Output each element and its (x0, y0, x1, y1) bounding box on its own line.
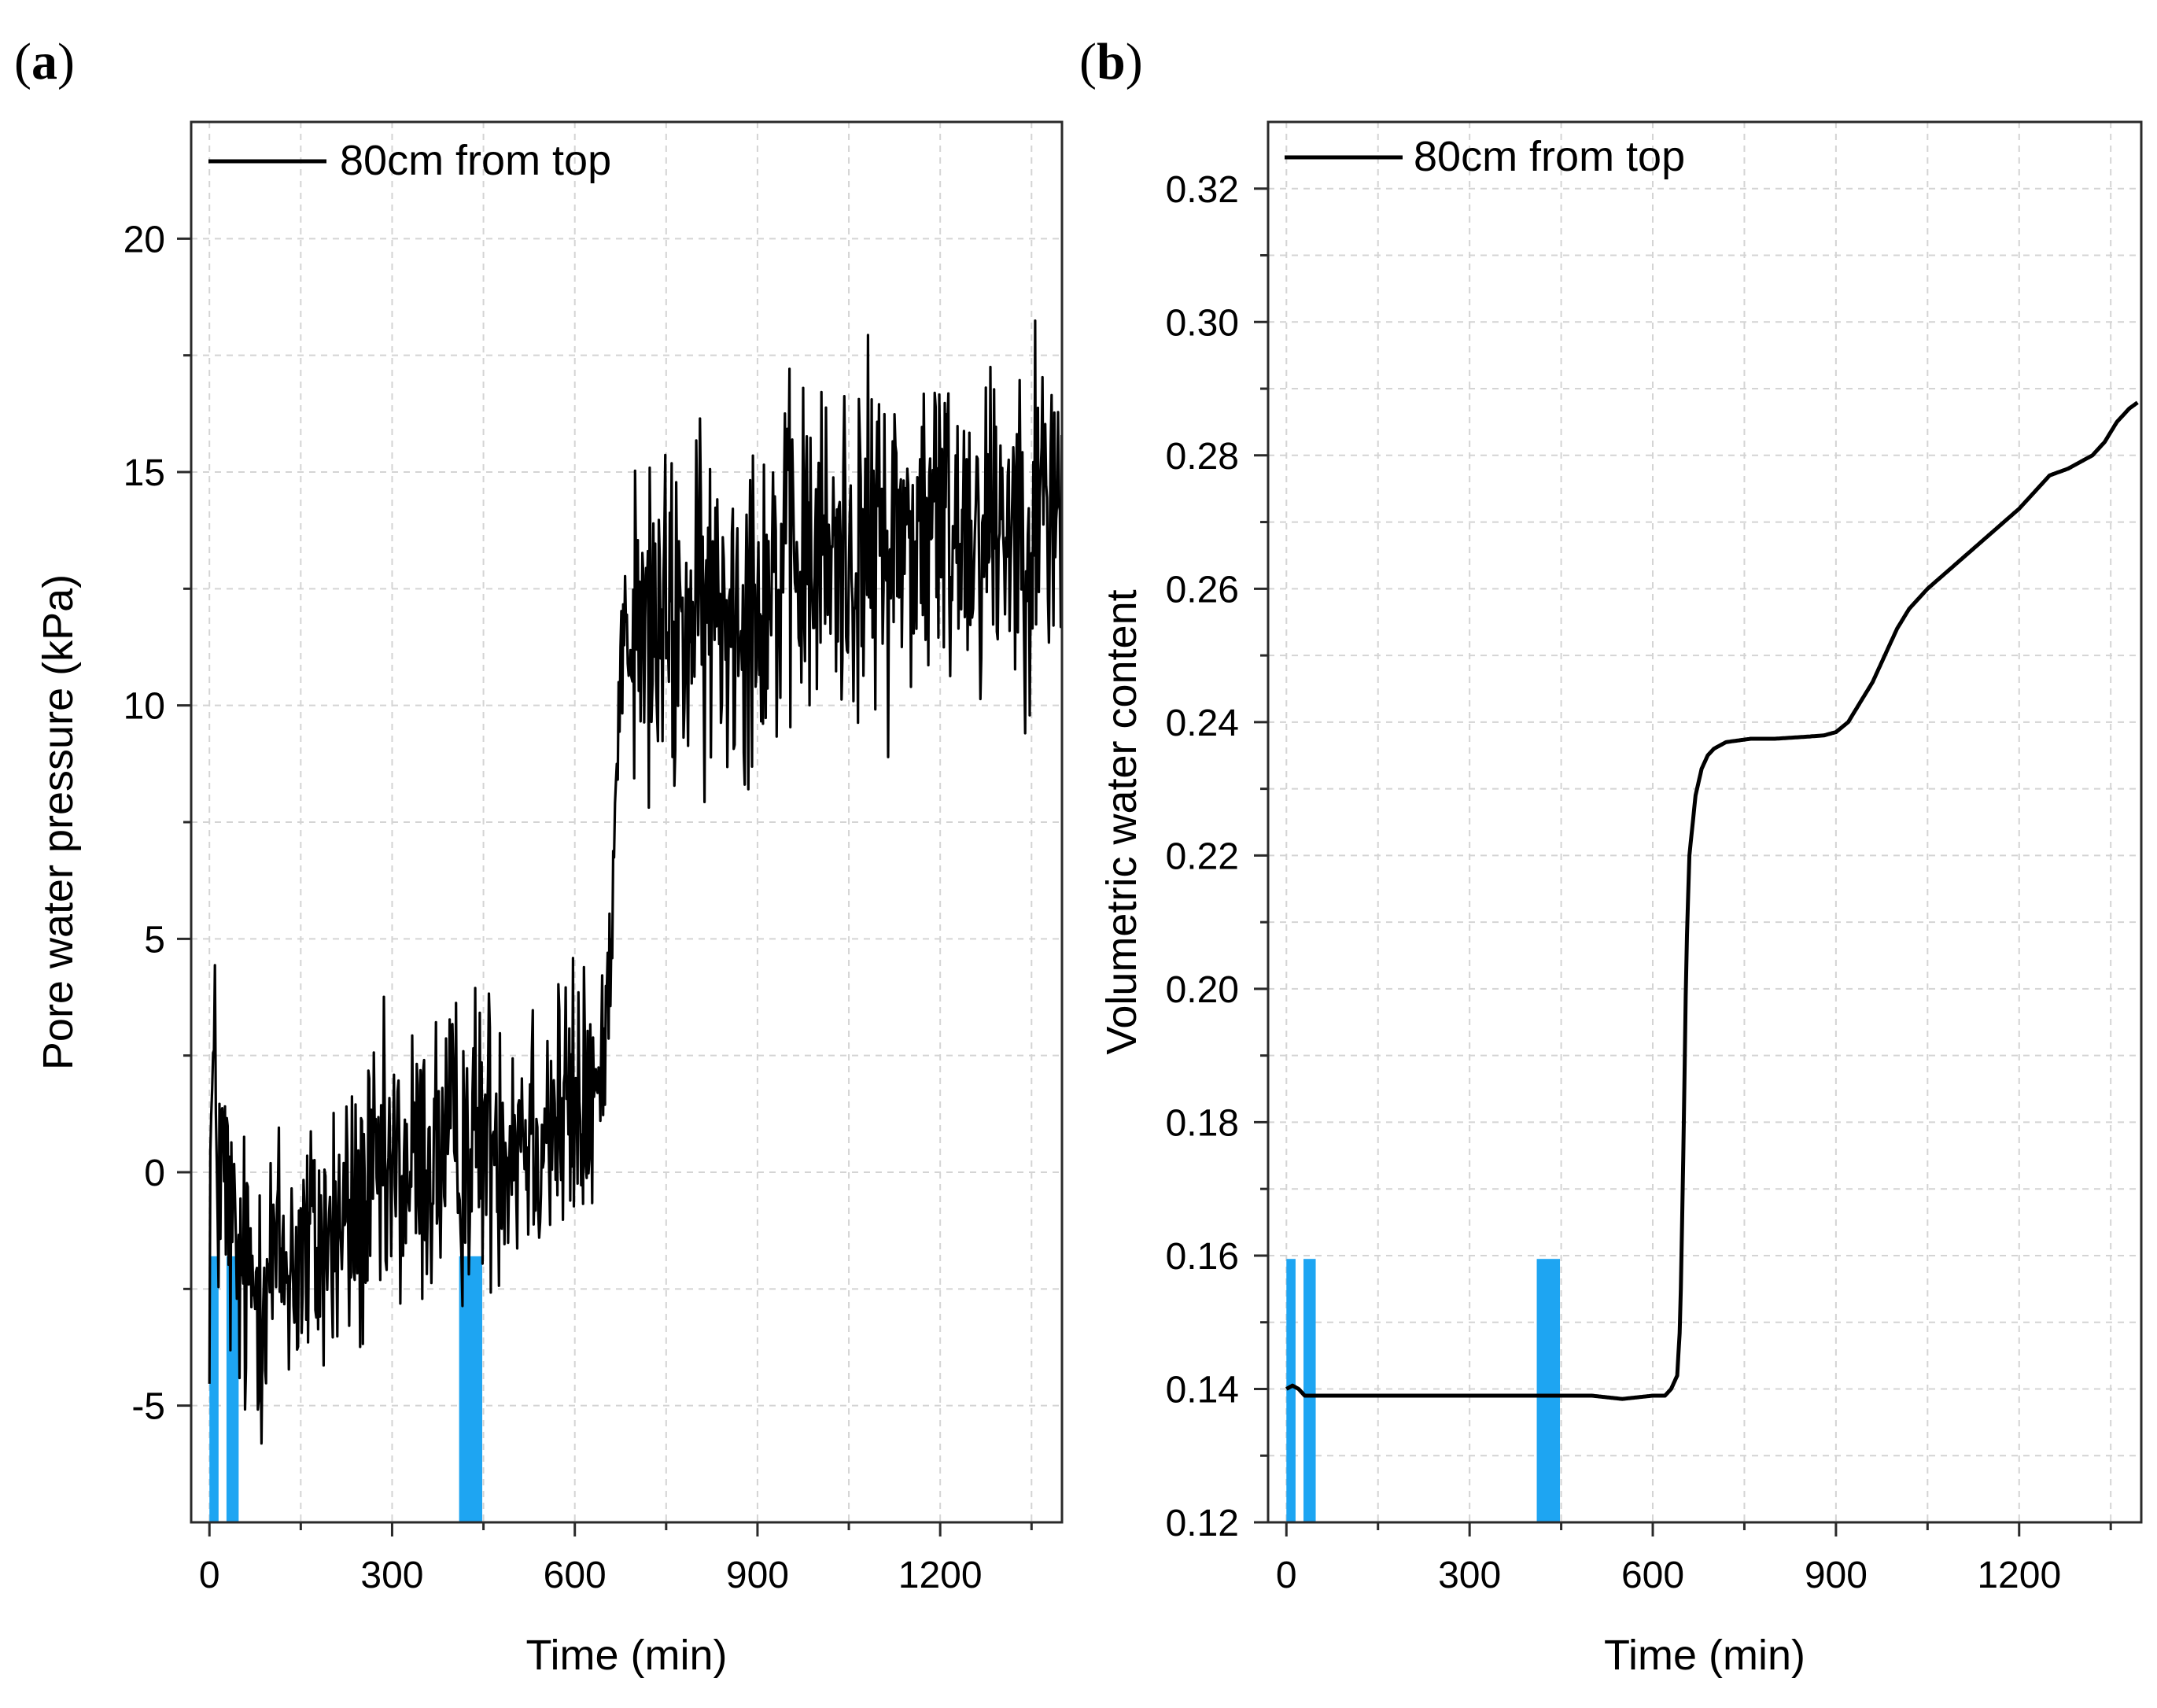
panel-label-b: (b) (1079, 33, 1143, 90)
y-tick-label: 0.28 (1166, 436, 1239, 478)
y-axis: 20 15 10 5 0 -5 (124, 219, 191, 1428)
y-tick-label: 0.32 (1166, 169, 1239, 211)
legend-label: 80cm from top (340, 137, 611, 184)
y-tick-label: 10 (124, 686, 165, 728)
y-tick-label: 0.20 (1166, 969, 1239, 1011)
legend-label: 80cm from top (1414, 133, 1685, 180)
legend: 80cm from top (1285, 133, 1685, 180)
y-tick-label: -5 (131, 1386, 165, 1428)
y-tick-label: 0.30 (1166, 302, 1239, 344)
x-tick-label: 300 (360, 1555, 423, 1596)
y-tick-label: 0.26 (1166, 569, 1239, 611)
x-axis: 0 300 600 900 1200 (1276, 1522, 2112, 1596)
y-tick-label: 0.22 (1166, 836, 1239, 877)
y-tick-label: 5 (144, 919, 165, 961)
x-tick-label: 0 (199, 1555, 220, 1596)
series-line-b (1285, 400, 2139, 1401)
y-tick-label: 0.18 (1166, 1102, 1239, 1144)
x-tick-label: 0 (1276, 1555, 1297, 1596)
series-line-a (208, 319, 1064, 1445)
gridlines (191, 122, 1062, 1522)
y-tick-label: 0.16 (1166, 1236, 1239, 1278)
rainfall-bar-1 (209, 1256, 219, 1522)
x-tick-label: 1200 (1977, 1555, 2061, 1596)
y-tick-label: 15 (124, 452, 165, 494)
plot-frame (1267, 120, 2143, 1524)
legend: 80cm from top (208, 137, 611, 184)
y-axis: 0.32 0.30 0.28 0.26 0.24 0.22 0.20 0.18 0.16 0.14… (1166, 169, 1268, 1544)
y-axis-title: Volumetric water content (1098, 589, 1145, 1054)
y-tick-label: 0.14 (1166, 1369, 1239, 1411)
panel-label-a: (a) (14, 33, 75, 90)
y-tick-label: 0.12 (1166, 1503, 1239, 1544)
rainfall-bar-2 (1303, 1259, 1316, 1522)
x-axis-title: Time (min) (1604, 1632, 1805, 1679)
gridlines (1268, 122, 2141, 1523)
x-tick-label: 600 (544, 1555, 607, 1596)
rainfall-bars (1286, 1259, 1561, 1522)
x-axis: 0 300 600 900 1200 (199, 1522, 1033, 1596)
x-tick-label: 900 (726, 1555, 789, 1596)
rainfall-bar-3 (1536, 1259, 1561, 1522)
x-tick-label: 900 (1805, 1555, 1868, 1596)
rainfall-bar-1 (1286, 1259, 1296, 1522)
x-tick-label: 1200 (898, 1555, 983, 1596)
y-axis-title: Pore water pressure (kPa) (35, 574, 82, 1070)
y-tick-label: 20 (124, 219, 165, 260)
y-tick-label: 0 (144, 1153, 165, 1194)
chart-panel-a: (a) 0 300 600 900 1200 Time (min) 20 15 10 5 0 -5 Por… (14, 33, 1064, 1679)
x-tick-label: 300 (1438, 1555, 1501, 1596)
x-tick-label: 600 (1621, 1555, 1684, 1596)
x-axis-title: Time (min) (526, 1632, 728, 1679)
y-tick-label: 0.24 (1166, 703, 1239, 744)
